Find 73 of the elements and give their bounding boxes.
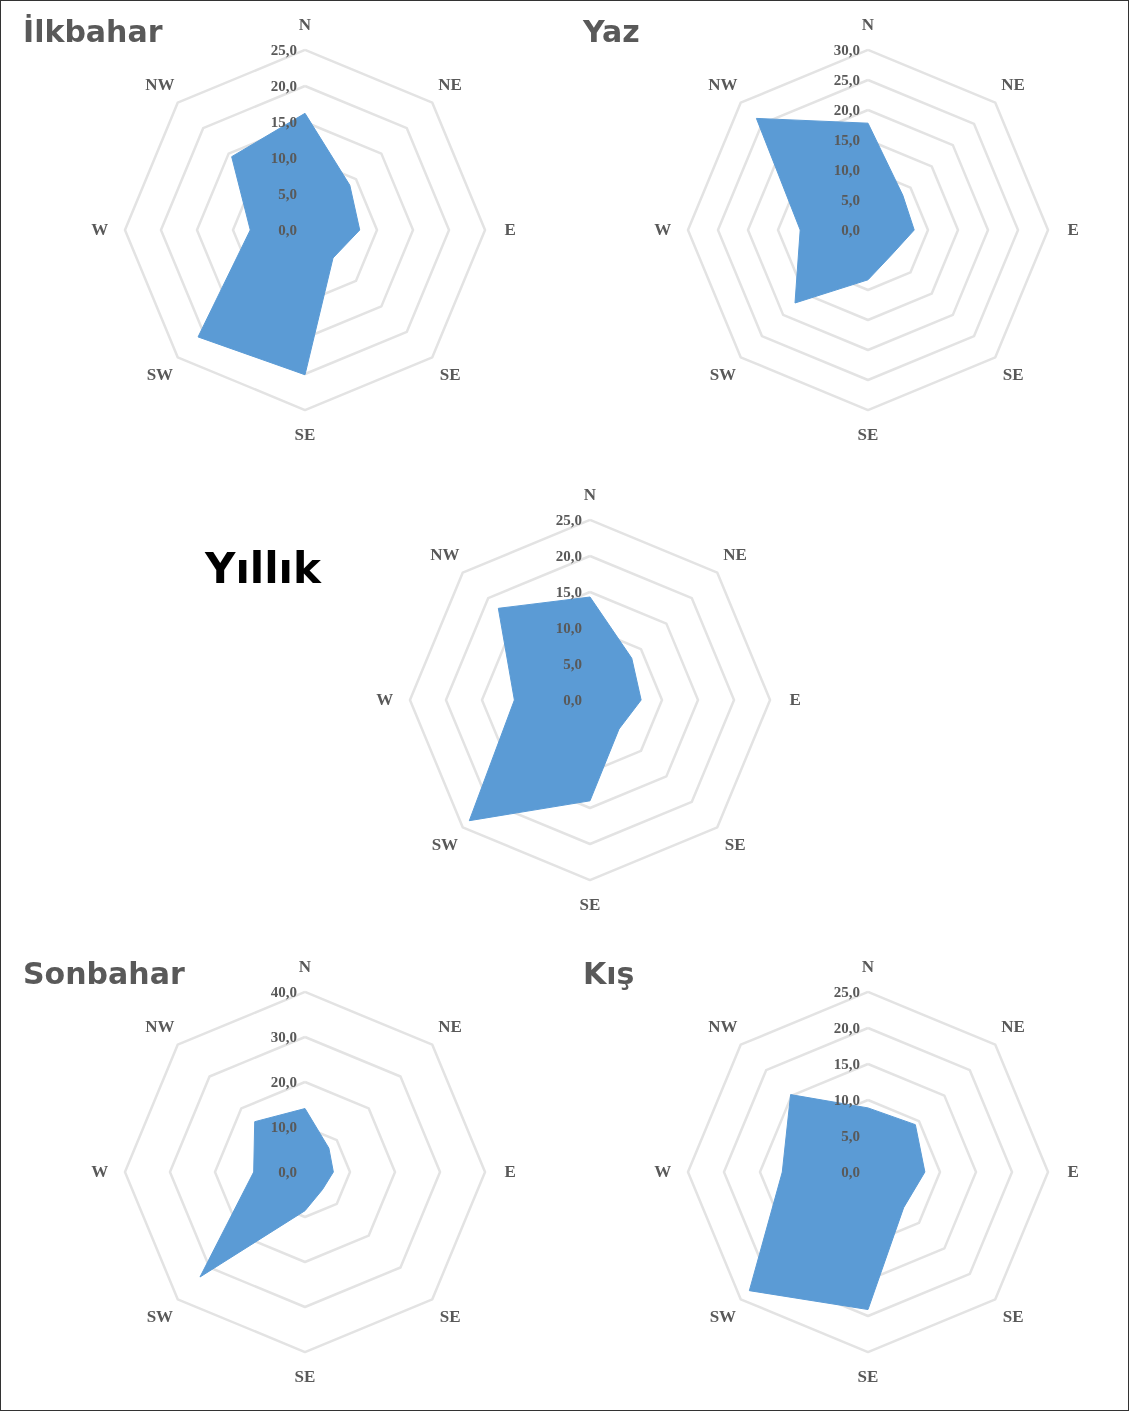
y-tick-label: 30,0 <box>270 1028 297 1045</box>
y-tick-label: 10,0 <box>833 161 860 178</box>
y-tick-label: 25,0 <box>555 511 582 528</box>
spoke-label: SE <box>857 425 879 445</box>
spoke-label: N <box>298 956 312 976</box>
spoke-label: W <box>654 220 672 239</box>
spoke-label: NW <box>708 74 738 94</box>
chart-title: Yaz <box>582 14 640 49</box>
y-tick-label: 10,0 <box>270 1118 297 1135</box>
spoke-label: NW <box>708 1016 738 1036</box>
y-tick-label: 0,0 <box>841 222 860 238</box>
spoke-label: NE <box>1001 1016 1025 1036</box>
y-tick-label: 15,0 <box>833 131 860 148</box>
spoke-label: SE <box>439 365 461 385</box>
y-tick-label: 20,0 <box>270 1073 297 1090</box>
spoke-label: NE <box>1001 74 1025 94</box>
y-tick-label: 40,0 <box>270 983 297 1000</box>
spoke-label: SE <box>1002 1307 1024 1327</box>
spoke-label: SW <box>709 1307 737 1327</box>
y-tick-label: 5,0 <box>278 185 297 202</box>
y-tick-label: 20,0 <box>270 77 297 94</box>
spoke-label: SE <box>857 1367 879 1387</box>
y-tick-label: 15,0 <box>555 583 582 600</box>
spoke-label: W <box>654 1162 672 1181</box>
spoke-label: SE <box>1002 365 1024 385</box>
chart-title: Sonbahar <box>23 956 185 991</box>
spoke-label: SE <box>579 895 601 915</box>
spoke-label: N <box>861 956 875 976</box>
spoke-label: SE <box>724 835 746 855</box>
y-tick-label: 0,0 <box>278 222 297 238</box>
text: Yıllık <box>204 544 322 593</box>
y-tick-label: 15,0 <box>833 1055 860 1072</box>
spoke-label: SE <box>294 1367 316 1387</box>
y-tick-label: 5,0 <box>841 1127 860 1144</box>
y-tick-label: 25,0 <box>270 41 297 58</box>
spoke-label: W <box>376 690 394 709</box>
spoke-label: E <box>1067 1162 1079 1181</box>
spoke-label: W <box>91 220 109 239</box>
y-tick-label: 20,0 <box>833 1019 860 1036</box>
y-tick-label: 0,0 <box>563 692 582 708</box>
y-tick-label: 20,0 <box>555 547 582 564</box>
spoke-label: NE <box>438 1016 462 1036</box>
spoke-label: SW <box>146 365 174 385</box>
y-tick-label: 20,0 <box>833 101 860 118</box>
y-tick-label: 10,0 <box>270 149 297 166</box>
spoke-label: N <box>298 14 312 34</box>
spoke-label: N <box>861 14 875 34</box>
spoke-label: E <box>1067 220 1079 239</box>
spoke-label: SE <box>294 425 316 445</box>
spoke-label: SW <box>146 1307 174 1327</box>
y-tick-label: 0,0 <box>841 1164 860 1180</box>
y-tick-label: 25,0 <box>833 71 860 88</box>
y-tick-label: 5,0 <box>841 191 860 208</box>
spoke-label: SW <box>709 365 737 385</box>
spoke-label: NW <box>430 544 460 564</box>
y-tick-label: 25,0 <box>833 983 860 1000</box>
y-tick-label: 5,0 <box>563 655 582 672</box>
y-tick-label: 30,0 <box>833 41 860 58</box>
spoke-label: SW <box>431 835 459 855</box>
y-tick-label: 0,0 <box>278 1164 297 1180</box>
spoke-label: NE <box>723 544 747 564</box>
y-tick-label: 10,0 <box>555 619 582 636</box>
spoke-label: NE <box>438 74 462 94</box>
spoke-label: W <box>91 1162 109 1181</box>
chart-title: Kış <box>583 956 635 991</box>
spoke-label: NW <box>145 74 175 94</box>
chart-title: İlkbahar <box>23 14 163 49</box>
spoke-label: E <box>504 220 516 239</box>
spoke-label: SE <box>439 1307 461 1327</box>
spoke-label: E <box>504 1162 516 1181</box>
spoke-label: NW <box>145 1016 175 1036</box>
spoke-label: E <box>789 690 801 709</box>
spoke-label: N <box>583 484 597 504</box>
